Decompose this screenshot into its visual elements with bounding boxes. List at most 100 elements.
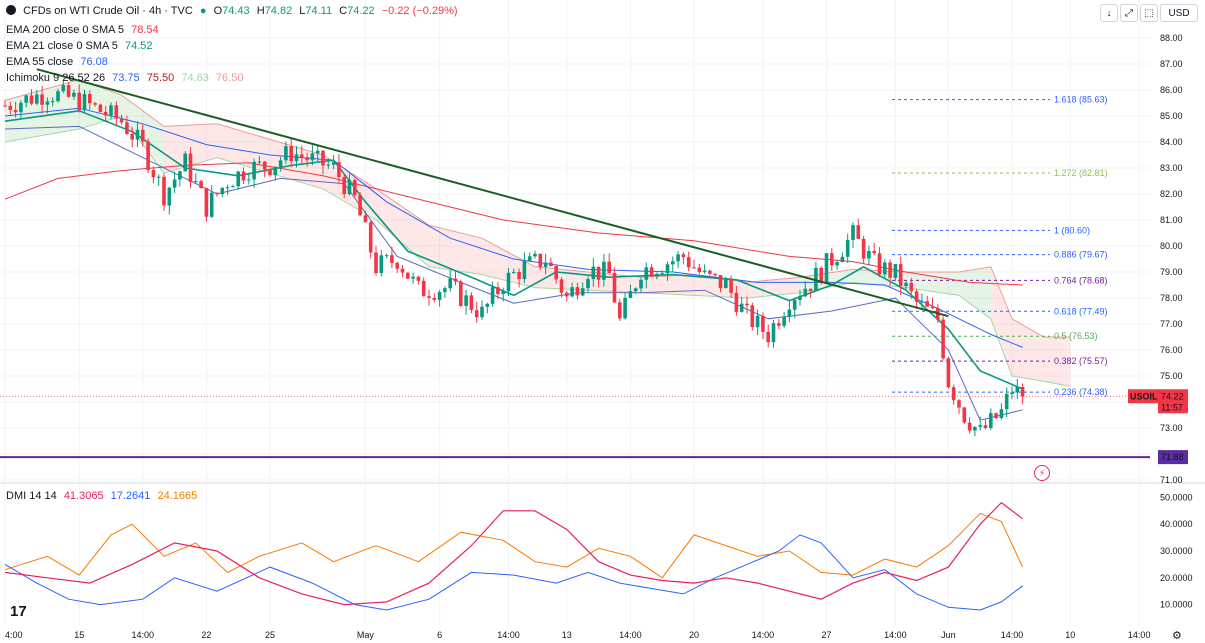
candle-body (543, 262, 548, 267)
candle-body (845, 239, 850, 257)
time-tick-label: 14:00 (884, 630, 907, 640)
candle-body (215, 192, 219, 195)
candle-body (973, 426, 977, 431)
candle-body (29, 95, 34, 104)
currency-selector[interactable]: USD (1160, 4, 1198, 22)
candle-body (925, 301, 929, 307)
lightning-icon[interactable]: ⚡ (1034, 465, 1050, 481)
di-plus-value: 17.2641 (110, 490, 151, 502)
candle-body (861, 238, 866, 259)
candle-body (872, 250, 876, 254)
ohlc-low: L74.11 (299, 5, 333, 17)
candle-body (135, 129, 140, 140)
ema200-value: 78.54 (131, 24, 159, 36)
grid (0, 0, 1205, 625)
dmi-legend[interactable]: DMI 14 14 41.3065 17.2641 24.1665 (6, 489, 201, 503)
market-open-icon: ● (199, 5, 207, 17)
symbol-title[interactable]: CFDs on WTI Crude Oil · 4h · TVC (23, 5, 193, 17)
candle-body (331, 162, 336, 165)
candle-body (262, 161, 267, 170)
candle-body (77, 92, 81, 111)
tradingview-logo[interactable]: 17 (10, 603, 27, 620)
ema200-legend[interactable]: EMA 200 close 0 SMA 5 78.54 (6, 23, 163, 37)
candle-body (480, 306, 484, 318)
settings-icon[interactable]: ⚙ (1172, 630, 1182, 642)
candle-body (930, 306, 935, 309)
cloud-segment (1012, 318, 1044, 382)
candle-body (236, 171, 240, 187)
candle-body (877, 253, 882, 275)
candle-body (167, 187, 172, 206)
price-tag (1158, 389, 1188, 414)
ichimoku-legend[interactable]: Ichimoku 9 26 52 26 73.75 75.50 74.63 76… (6, 71, 247, 85)
price-tick-label: 87.00 (1160, 59, 1183, 69)
download-icon[interactable]: ↓ (1100, 4, 1118, 22)
candle-body (278, 160, 283, 167)
time-tick-label: 25 (265, 630, 275, 640)
adx-line (4, 501, 1023, 606)
candle-body (941, 319, 945, 359)
candle-body (618, 302, 622, 319)
cloud-segment (959, 266, 991, 319)
candle-body (724, 279, 728, 289)
candle-body (469, 295, 474, 311)
candle-body (957, 400, 961, 408)
dmi-pane (4, 501, 1024, 611)
dmi-tick-label: 10.0000 (1160, 600, 1193, 610)
candle-body (978, 425, 982, 427)
candle-body (681, 254, 686, 258)
di-minus-value: 24.1665 (157, 490, 198, 502)
candle-body (586, 279, 590, 289)
candle-body (310, 153, 315, 161)
candle-body (353, 179, 357, 196)
price-tick-label: 80.00 (1160, 241, 1183, 251)
candle-body (3, 105, 7, 107)
price-tick-label: 79.00 (1160, 267, 1183, 277)
ichimoku-kijun: 75.50 (146, 72, 175, 84)
candle-body (660, 273, 664, 275)
candle-body (485, 303, 490, 307)
candle-body (209, 192, 214, 217)
candle-body (19, 102, 23, 113)
candle-body (946, 358, 951, 388)
ichimoku-span-b: 76.50 (215, 72, 244, 84)
ema55-legend[interactable]: EMA 55 close 76.08 (6, 55, 112, 69)
cloud-segment (376, 188, 429, 267)
candle-body (533, 253, 537, 257)
fib-level-label: 0.764 (78.68) (1054, 275, 1108, 285)
price-tick-label: 86.00 (1160, 85, 1183, 95)
price-tick-label: 84.00 (1160, 137, 1183, 147)
drawn-lines[interactable] (0, 68, 1150, 459)
candle-body (337, 162, 341, 178)
time-tick-label: 4:00 (5, 630, 23, 640)
di-plus-line (4, 534, 1023, 611)
fibonacci-levels[interactable]: 1.618 (85.63) 1.272 (82.81) 1 (80.60) 0.886… (892, 95, 1108, 398)
candle-body (840, 256, 845, 263)
dmi-tick-label: 50.0000 (1160, 492, 1193, 502)
expand-icon[interactable]: ⤢ (1120, 4, 1138, 22)
candle-body (750, 305, 755, 328)
candle-body (432, 298, 437, 300)
ema21-legend[interactable]: EMA 21 close 0 SMA 5 74.52 (6, 39, 156, 53)
candle-body (549, 262, 553, 267)
candle-body (374, 252, 378, 274)
fib-level-label: 0.618 (77.49) (1054, 306, 1108, 316)
candle-body (649, 267, 654, 277)
candle-body (416, 276, 421, 281)
price-tick-label: 76.00 (1160, 345, 1183, 355)
screenshot-icon[interactable]: ⬚ (1140, 4, 1158, 22)
time-tick-label: 15 (74, 630, 84, 640)
candle-body (766, 331, 770, 343)
ema21-line (4, 109, 1023, 390)
price-tick-label: 88.00 (1160, 33, 1183, 43)
fib-level-label: 1.272 (82.81) (1054, 168, 1108, 178)
candle-body (633, 288, 638, 292)
candle-body (321, 150, 325, 166)
candle-body (146, 141, 150, 171)
candle-body (713, 273, 717, 276)
candle-body (247, 179, 251, 181)
ema55-value: 76.08 (80, 56, 108, 68)
candle-body (983, 425, 988, 428)
candle-body (655, 273, 659, 277)
